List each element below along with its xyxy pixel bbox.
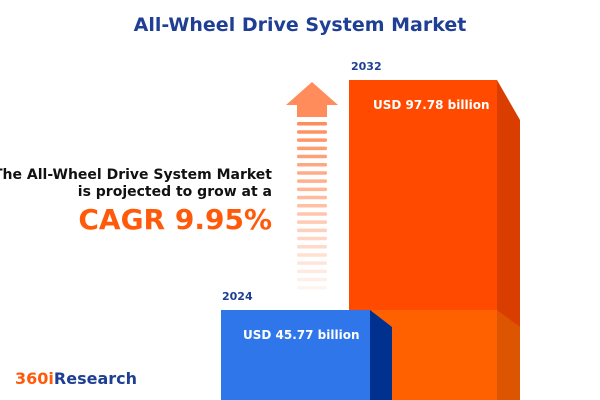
arrow-stripe [297,130,327,134]
arrow-stripe [297,179,327,183]
arrow-stripe [297,261,327,265]
headline-line-1: The All-Wheel Drive System Market [0,167,272,183]
arrow-stripe [297,163,327,167]
arrow-stripe [297,228,327,233]
chart-title: All-Wheel Drive System Market [133,14,467,36]
value-label-2032: USD 97.78 billion [373,98,490,112]
cagr-value: CAGR 9.95% [78,203,272,236]
growth-arrow-icon [286,82,338,290]
bar-2032-lower-side [497,310,520,400]
year-label-2032: 2032 [351,60,382,73]
year-label-2024: 2024 [222,290,253,303]
arrow-stripe [297,277,327,282]
arrow-stripe [297,253,327,257]
arrow-stripe [297,154,327,159]
arrow-stripe [297,171,327,175]
bar-2024 [221,310,370,400]
arrow-stripe [297,122,327,126]
logo-part-2: Research [53,369,137,388]
arrow-stripe [297,146,327,151]
arrow-stripe [297,286,327,290]
arrow-stripe [297,138,327,142]
arrow-stripe [297,204,327,208]
arrow-stripe [297,187,327,192]
arrow-stripe [297,212,327,216]
logo-part-1: 360i [15,369,54,388]
value-label-2024: USD 45.77 billion [243,328,360,342]
arrow-stripe [297,269,327,274]
bar-2024-side [370,310,392,400]
arrow-stripe [297,236,327,241]
brand-logo: 360iResearch [15,369,137,388]
headline-line-2: is projected to grow at a [77,184,272,200]
arrow-stripe [297,220,327,224]
arrow-stripe [297,195,327,200]
arrow-stripe [297,245,327,249]
